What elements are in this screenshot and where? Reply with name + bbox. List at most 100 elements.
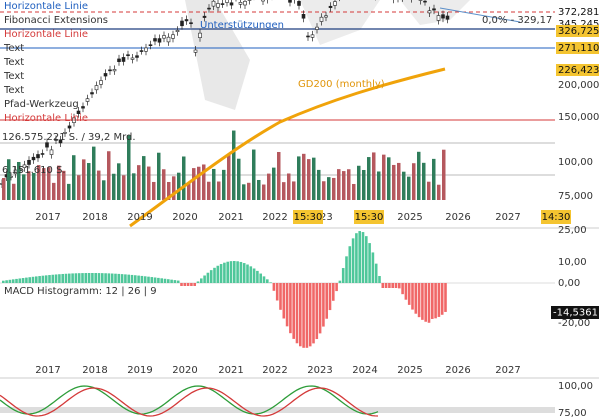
overlay-label: Horizontale Linie [4,113,88,124]
volume-info: 126.575.221 S. / 39,2 Mrd. [2,132,136,143]
macd-bar [61,273,64,283]
candle [225,0,229,3]
volume-bar [382,154,386,200]
year-label: 2020 [172,212,197,223]
year-label: 2018 [82,365,107,376]
candle [94,85,99,91]
macd-bar [308,283,312,347]
macd-bar [325,283,328,319]
macd-bar [322,283,325,327]
volume-bar [307,159,311,200]
time-badge-label: 14:30 [542,212,571,223]
macd-bar [338,280,342,283]
macd-axis-label: -20,00 [558,318,590,329]
macd-bar [279,283,282,310]
macd-bar [229,261,233,283]
year-label: 2018 [82,212,107,223]
price-label: 345,245 [558,19,599,30]
candle [117,58,121,62]
time-badge-label: 15:30 [294,212,323,223]
macd-bar [5,280,8,283]
candle [99,80,103,85]
volume-bar [237,158,241,200]
volume-bar [97,170,101,200]
candle [31,156,36,161]
candle [40,153,45,155]
volume-bar [362,169,366,200]
macd-bar [87,273,91,283]
volume-bar [2,177,6,200]
macd-bar [289,283,292,334]
macd-bar [299,283,302,347]
macd-bar [38,276,41,283]
fib-line [439,7,521,23]
candle [261,0,265,2]
macd-bar [170,279,173,283]
candle [81,106,85,109]
macd-bar [282,283,286,319]
candle [288,0,292,3]
macd-bar [58,274,61,283]
volume-bar [347,169,351,200]
macd-bar [249,266,253,283]
volume-bar [392,164,396,200]
macd-bar [130,274,134,283]
macd-bar [345,256,348,283]
year-label: 2026 [445,365,470,376]
osc-band [0,407,555,413]
time-badge [354,210,384,224]
candle [310,34,315,38]
candle [153,38,157,42]
macd-bar [341,268,345,283]
volume-bar [192,168,196,200]
macd-bar [110,273,114,283]
price-badge [556,42,599,54]
volume-bar [37,165,41,200]
volume-bar [122,175,126,200]
macd-bar [48,275,51,283]
volume-bar [422,162,426,200]
overlay-label: Horizontale Linie [4,1,88,12]
macd-bar [434,283,437,319]
candle [49,149,54,155]
macd-bar [180,283,183,286]
macd-bar [51,274,55,283]
volume-bar [167,181,171,200]
year-label: 2023 [307,365,332,376]
macd-bar [262,276,266,283]
time-badge [293,210,323,224]
macd-bar [216,265,220,283]
macd-bar [285,283,289,327]
volume-bar [327,177,331,200]
macd-bar [259,273,262,283]
macd-bar [120,274,124,283]
candle [301,14,306,19]
candle [148,44,153,46]
year-label: 2027 [495,212,520,223]
volume-bar [282,182,286,200]
macd-bar [104,273,107,283]
overlay-label: Fibonacci Extensions [4,15,108,26]
volume-bar [442,149,446,200]
osc-axis-label: 100,00 [558,381,593,392]
macd-bar [371,252,375,283]
macd-bar [64,273,68,283]
macd-bar [101,273,104,283]
macd-bar [25,277,28,283]
macd-bar [381,283,385,288]
macd-bar [41,275,45,283]
macd-bar [223,262,226,283]
candle [72,117,76,123]
macd-bar [427,283,431,323]
macd-bar [355,233,358,283]
macd-bar [256,270,259,283]
volume-bar [312,157,316,200]
volume-bar [12,183,16,200]
candle [216,3,220,8]
candle [45,142,49,148]
macd-bar [384,283,388,288]
macd-bar [246,264,249,283]
fib-label: 0,0% - 329,17 [482,15,552,26]
candle [175,30,180,33]
candle [162,35,166,39]
